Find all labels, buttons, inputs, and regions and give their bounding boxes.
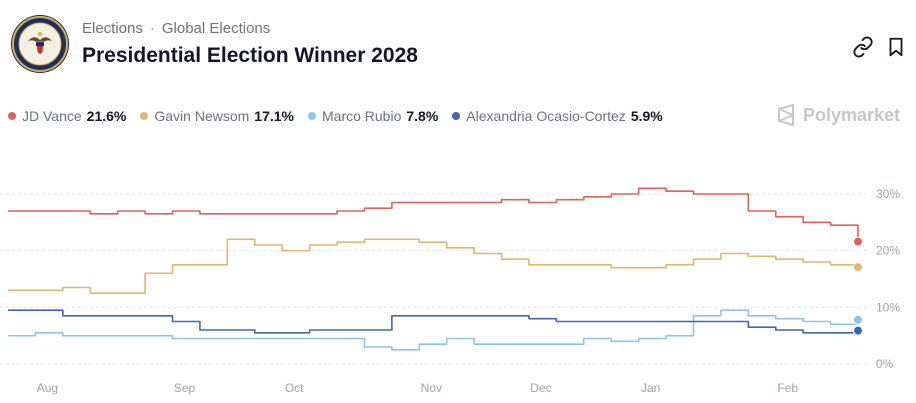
legend-name: Alexandria Ocasio-Cortez — [466, 108, 626, 124]
breadcrumb-global-elections[interactable]: Global Elections — [161, 20, 271, 37]
y-axis: 30% 20% 10% 0% — [876, 187, 900, 371]
chart-end-markers — [853, 236, 863, 336]
legend-dot — [308, 112, 316, 120]
presidential-seal-icon — [11, 15, 69, 73]
y-tick-label: 0% — [876, 357, 894, 371]
legend-name: Marco Rubio — [322, 108, 402, 124]
x-tick-label: Dec — [530, 381, 551, 395]
breadcrumb-elections[interactable]: Elections — [82, 20, 143, 37]
legend-item-rubio: Marco Rubio 7.8% — [308, 108, 438, 124]
link-icon[interactable] — [852, 36, 874, 58]
legend-item-ocasio-cortez: Alexandria Ocasio-Cortez 5.9% — [452, 108, 663, 124]
x-tick-label: Nov — [421, 381, 442, 395]
polymarket-logo[interactable]: Polymarket — [776, 104, 900, 126]
breadcrumb-separator: · — [149, 20, 155, 37]
polymarket-logo-icon — [778, 104, 794, 126]
bookmark-icon[interactable] — [885, 36, 907, 58]
series-line — [8, 187, 859, 242]
series-end-point — [853, 236, 863, 247]
x-tick-label: Feb — [777, 381, 798, 395]
legend-name: Gavin Newsom — [154, 108, 250, 124]
y-tick-label: 20% — [876, 244, 900, 258]
x-tick-label: Jan — [641, 381, 660, 395]
legend-item-newsom: Gavin Newsom 17.1% — [140, 108, 294, 124]
legend-value: 17.1% — [254, 108, 294, 124]
chart-series — [8, 187, 859, 351]
series-end-point — [853, 262, 863, 273]
series-line — [8, 309, 859, 351]
x-tick-label: Aug — [37, 381, 58, 395]
legend-name: JD Vance — [22, 108, 82, 124]
legend-value: 21.6% — [86, 108, 127, 124]
series-end-point — [853, 314, 863, 325]
y-tick-label: 30% — [876, 187, 900, 201]
chart-legend: JD Vance 21.6% Gavin Newsom 17.1% Marco … — [8, 108, 677, 124]
series-end-point — [853, 325, 863, 336]
series-line — [8, 309, 859, 334]
y-tick-label: 10% — [876, 300, 900, 314]
series-line — [8, 238, 859, 294]
legend-dot — [8, 112, 16, 120]
legend-value: 7.8% — [406, 108, 439, 124]
x-tick-label: Oct — [285, 381, 304, 395]
brand-name: Polymarket — [803, 104, 901, 125]
x-axis: Aug Sep Oct Nov Dec Jan Feb — [37, 381, 799, 395]
breadcrumb: Elections · Global Elections — [82, 20, 270, 37]
price-history-chart[interactable]: 30% 20% 10% 0% Aug Sep Oct Nov Dec Jan Feb — [0, 170, 916, 400]
legend-dot — [452, 112, 461, 120]
page-title: Presidential Election Winner 2028 — [82, 44, 418, 67]
legend-item-vance: JD Vance 21.6% — [8, 108, 126, 124]
legend-dot — [140, 112, 149, 120]
x-tick-label: Sep — [174, 381, 196, 395]
chart-grid — [0, 193, 868, 365]
legend-value: 5.9% — [630, 108, 663, 124]
